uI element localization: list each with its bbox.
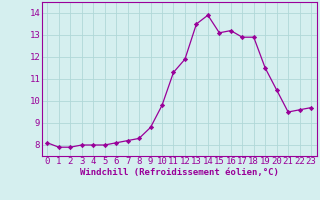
X-axis label: Windchill (Refroidissement éolien,°C): Windchill (Refroidissement éolien,°C)	[80, 168, 279, 177]
